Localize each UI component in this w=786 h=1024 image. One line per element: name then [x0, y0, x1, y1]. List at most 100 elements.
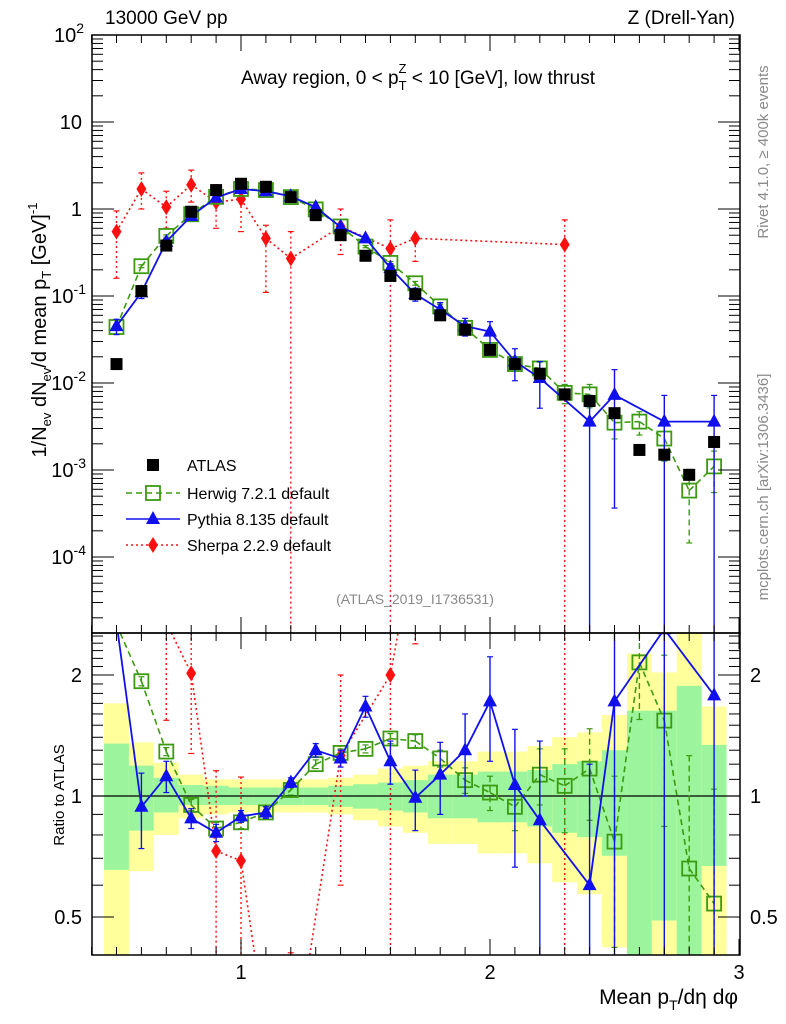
legend-label-atlas: ATLAS	[187, 458, 237, 475]
y-tick-label: 1	[71, 199, 82, 221]
legend: ATLAS Herwig 7.2.1 default Pythia 8.135 de…	[126, 458, 332, 555]
header-left: 13000 GeV pp	[105, 8, 228, 29]
pythia-ratio-line	[290, 749, 317, 784]
ratio-panel-frame	[91, 632, 741, 956]
sherpa-point	[285, 250, 296, 267]
y-tick-label-base: 10	[51, 286, 73, 308]
atlas-point	[658, 448, 671, 461]
sherpa-ratio-point	[211, 842, 222, 859]
ratio-y-tick-label-right: 1	[750, 786, 761, 808]
sherpa-line	[265, 237, 292, 260]
atlas-point	[135, 285, 148, 298]
atlas-point	[484, 343, 496, 356]
pythia-ratio-line	[514, 784, 541, 821]
pythia-ratio-line	[117, 633, 143, 807]
herwig-ratio-line	[688, 868, 715, 905]
herwig-ratio-point	[158, 743, 175, 760]
y-tick-label-exponent: -4	[74, 542, 87, 558]
atlas-point	[185, 205, 198, 218]
herwig-ratio-line	[190, 804, 217, 830]
sherpa-ratio-point	[385, 667, 396, 683]
xlabel-part: Mean p	[599, 986, 669, 1009]
sherpa-line	[140, 188, 167, 208]
herwig-ratio-line	[464, 779, 491, 794]
y-tick-label: 10-1	[51, 281, 86, 308]
ratio-axis-label: Ratio to ATLAS	[51, 744, 68, 845]
x-axis-label: Mean pT/dη dφ	[599, 986, 738, 1013]
pythia-ratio-line	[588, 701, 616, 886]
pythia-ratio-point	[383, 753, 398, 767]
atlas-point	[359, 249, 372, 262]
y-tick-label-base: 10	[54, 25, 76, 47]
subtitle-sub: T	[399, 78, 407, 93]
herwig-ratio-line	[119, 633, 143, 682]
legend-item-herwig: Herwig 7.2.1 default	[126, 485, 330, 503]
pythia-ratio-point	[507, 777, 522, 791]
x-tick-label: 3	[733, 962, 744, 984]
analysis-watermark: (ATLAS_2019_I1736531)	[336, 591, 494, 607]
pythia-ratio-point	[582, 877, 597, 891]
header-right: Z (Drell-Yan)	[628, 8, 735, 29]
atlas-point	[434, 309, 447, 322]
pythia-point	[383, 259, 398, 273]
herwig-ratio-point	[631, 654, 648, 671]
herwig-ratio-line	[638, 662, 666, 721]
legend-marker-pythia	[146, 511, 160, 524]
ylabel-sub: ev	[39, 412, 54, 426]
pythia-ratio-point	[308, 742, 323, 756]
herwig-ratio-line	[414, 740, 441, 760]
pythia-point	[707, 413, 722, 427]
atlas-point	[583, 395, 596, 408]
sherpa-point	[410, 230, 421, 247]
ylabel-part: [GeV]	[29, 214, 51, 271]
y-axis-label: 1/Nev dNev/d mean pT [GeV]-1	[25, 203, 54, 458]
stat-uncertainty-band	[104, 743, 129, 870]
herwig-line	[365, 245, 391, 264]
legend-item-pythia: Pythia 8.135 default	[126, 511, 329, 529]
pythia-point	[333, 219, 348, 233]
subtitle-part: Away region, 0 < p	[241, 68, 399, 89]
sherpa-point	[136, 180, 147, 197]
pythia-ratio-point	[258, 804, 273, 818]
herwig-line	[688, 465, 715, 492]
ratio-y-tick-label-right: 0.5	[750, 907, 778, 929]
xlabel-sub: T	[669, 997, 678, 1013]
herwig-ratio-point	[482, 784, 498, 801]
legend-marker-herwig	[145, 485, 161, 501]
pythia-point	[109, 318, 124, 332]
pythia-ratio-point	[532, 812, 547, 826]
herwig-point	[681, 482, 698, 499]
sherpa-point	[260, 230, 271, 247]
pythia-ratio-line	[539, 819, 591, 886]
ylabel-part: dN	[29, 381, 51, 412]
sherpa-point	[385, 240, 396, 257]
herwig-ratio-line	[663, 720, 690, 869]
sherpa-ratio-line	[240, 860, 256, 955]
herwig-ratio-line	[613, 662, 641, 842]
herwig-ratio-line	[564, 767, 591, 787]
xlabel-part: /dη dφ	[678, 986, 738, 1009]
atlas-point	[235, 177, 247, 190]
pythia-ratio-line	[489, 701, 516, 786]
ylabel-part: /d mean p	[29, 279, 51, 368]
pythia-ratio-line	[666, 633, 715, 696]
pythia-ratio-line	[613, 633, 663, 702]
sherpa-ratio-line	[308, 755, 342, 955]
sherpa-point	[161, 199, 172, 216]
herwig-ratio-line	[140, 680, 168, 752]
herwig-ratio-line	[315, 752, 341, 765]
pythia-point	[209, 189, 224, 203]
atlas-point	[533, 367, 546, 380]
sherpa-line	[340, 225, 391, 250]
herwig-line	[165, 213, 192, 237]
atlas-point	[384, 269, 397, 282]
atlas-point	[309, 209, 322, 222]
herwig-ratio-line	[588, 768, 616, 842]
atlas-point	[160, 239, 173, 252]
legend-item-atlas: ATLAS	[147, 458, 237, 475]
y-tick-label: 10-4	[51, 542, 86, 569]
ylabel-part: 1/N	[29, 426, 51, 457]
